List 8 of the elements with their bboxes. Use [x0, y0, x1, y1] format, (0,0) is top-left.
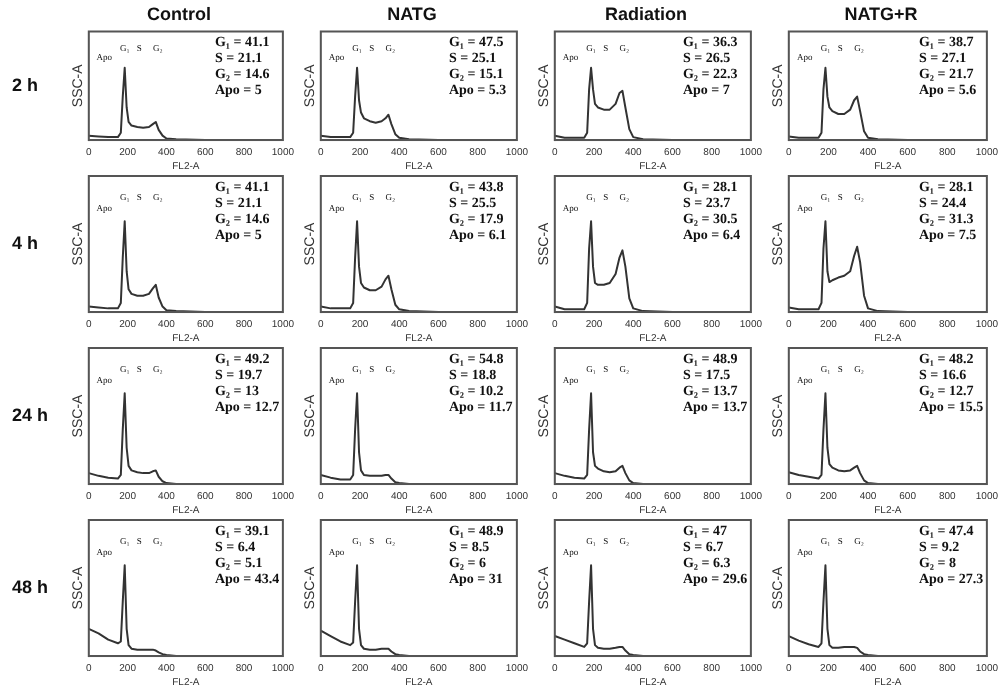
text: 2 h	[12, 74, 39, 95]
chart-title: NATG+R	[844, 3, 919, 24]
chart-title: Control	[147, 3, 211, 24]
text: 48 h	[12, 576, 49, 597]
text: 4 h	[12, 232, 39, 253]
chart-title: NATG	[387, 3, 437, 24]
chart-title: Radiation	[604, 3, 688, 24]
text: 24 h	[12, 404, 49, 425]
